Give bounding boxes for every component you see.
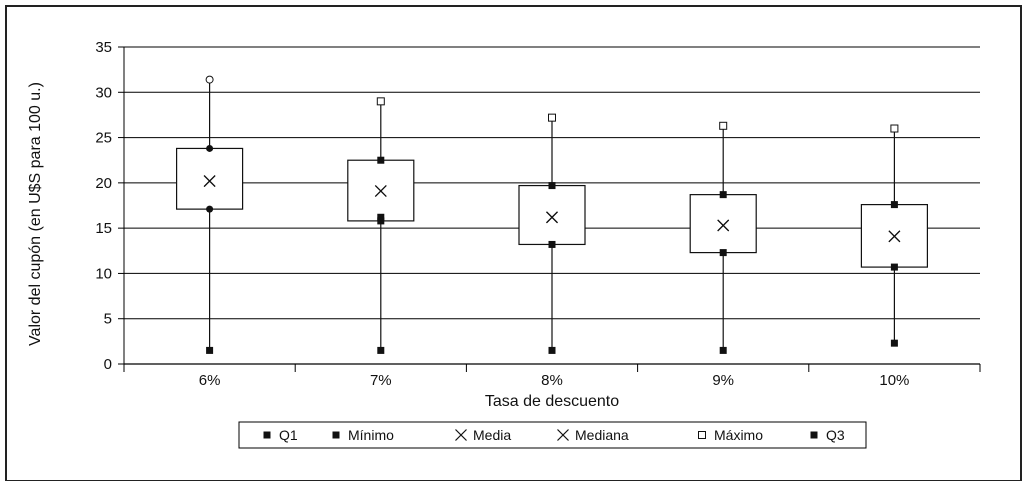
point-maximo — [890, 124, 899, 133]
legend-marker — [455, 429, 467, 441]
x-stroke — [203, 175, 216, 187]
point-mediana — [888, 230, 901, 243]
point-q1 — [206, 205, 214, 213]
point-mediana — [717, 219, 730, 232]
y-tick-label: 10 — [95, 265, 112, 282]
point-q3 — [206, 144, 214, 152]
legend-label: Mínimo — [348, 427, 394, 443]
legend-label: Q3 — [826, 427, 845, 443]
legend-marker — [557, 429, 569, 441]
point-mediana — [203, 175, 216, 187]
x-stroke — [557, 429, 569, 441]
x-axis-title: Tasa de descuento — [485, 393, 619, 410]
y-tick-label: 20 — [95, 175, 112, 192]
box-iqr — [518, 184, 586, 246]
point-q1 — [890, 263, 898, 271]
y-tick-label: 35 — [95, 39, 112, 56]
y-tick-label: 5 — [104, 311, 112, 328]
point-maximo — [719, 121, 728, 130]
x-tick-label: 8% — [541, 372, 563, 389]
legend-marker — [698, 431, 706, 439]
point-q1 — [548, 240, 556, 248]
legend: Q1 Mínimo Media Mediana Máximo Q3 — [263, 427, 845, 443]
axes: 0 5 10 15 20 25 30 35 6% 7% 8% 9% 10% — [95, 39, 981, 389]
legend-label: Mediana — [575, 427, 629, 443]
x-tick-label: 9% — [712, 372, 734, 389]
y-tick-label: 0 — [104, 356, 112, 373]
legend-label: Media — [473, 427, 511, 443]
legend-label: Máximo — [714, 427, 763, 443]
y-axis-title: Valor del cupón (en U$S para 100 u.) — [27, 82, 44, 346]
point-mediana — [374, 185, 387, 197]
point-q3 — [719, 191, 727, 199]
point-minimo — [377, 346, 385, 354]
point-maximo — [205, 75, 214, 84]
point-minimo — [719, 346, 727, 354]
y-tick-label: 25 — [95, 130, 112, 147]
legend-marker — [332, 431, 340, 439]
legend-box — [238, 421, 867, 449]
point-minimo — [206, 346, 214, 354]
x-stroke — [546, 211, 558, 224]
point-mediana — [546, 211, 558, 224]
legend-marker — [810, 431, 818, 439]
x-tick-label: 6% — [199, 372, 221, 389]
chart-frame — [5, 5, 1022, 481]
x-stroke — [374, 185, 387, 197]
point-q1 — [377, 217, 385, 225]
point-maximo — [376, 97, 385, 106]
box-iqr — [689, 194, 757, 254]
legend-label: Q1 — [279, 427, 298, 443]
point-q3 — [890, 201, 898, 209]
point-q3 — [377, 156, 385, 164]
point-q3 — [548, 182, 556, 190]
boxes — [176, 79, 929, 351]
legend-marker — [263, 431, 271, 439]
point-q1 — [719, 249, 727, 257]
y-tick-label: 30 — [95, 84, 112, 101]
box-iqr — [176, 147, 244, 210]
y-tick-label: 15 — [95, 220, 112, 237]
point-minimo — [548, 346, 556, 354]
x-tick-label: 10% — [879, 372, 909, 389]
x-stroke — [717, 219, 730, 232]
point-maximo — [548, 113, 556, 122]
x-stroke — [455, 429, 467, 441]
point-extra — [377, 213, 385, 221]
point-minimo — [890, 339, 898, 347]
markers — [203, 75, 901, 354]
x-tick-label: 7% — [370, 372, 392, 389]
x-stroke — [888, 230, 901, 243]
